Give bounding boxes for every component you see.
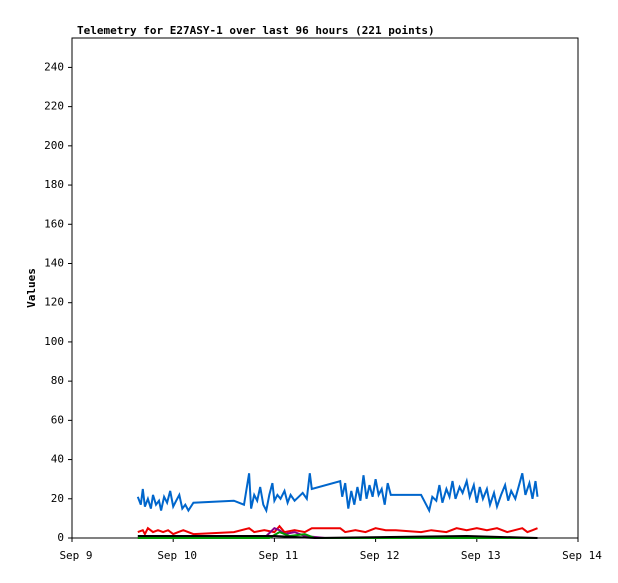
- y-tick-label: 80: [51, 374, 64, 387]
- y-tick-label: 240: [44, 60, 64, 73]
- y-tick-label: 160: [44, 217, 64, 230]
- series-line: [136, 473, 539, 514]
- chart-title: Telemetry for E27ASY-1 over last 96 hour…: [77, 24, 435, 37]
- x-tick-label: Sep 10: [157, 549, 197, 562]
- y-tick-label: 0: [57, 531, 64, 544]
- x-tick-label: Sep 11: [259, 549, 299, 562]
- y-tick-label: 20: [51, 492, 64, 505]
- y-tick-label: 40: [51, 453, 64, 466]
- x-tick-label: Sep 12: [360, 549, 400, 562]
- y-tick-label: 220: [44, 100, 64, 113]
- plot-frame: [71, 37, 579, 539]
- y-tick-label: 140: [44, 256, 64, 269]
- y-tick-label: 200: [44, 139, 64, 152]
- y-axis-label: Values: [25, 268, 38, 308]
- series-line: [137, 524, 538, 537]
- series-line: [137, 534, 538, 540]
- x-tick-label: Sep 9: [59, 549, 92, 562]
- y-tick-label: 120: [44, 296, 64, 309]
- y-tick-label: 60: [51, 413, 64, 426]
- y-tick-label: 100: [44, 335, 64, 348]
- x-tick-label: Sep 14: [562, 549, 602, 562]
- x-tick-label: Sep 13: [461, 549, 501, 562]
- y-tick-label: 180: [44, 178, 64, 191]
